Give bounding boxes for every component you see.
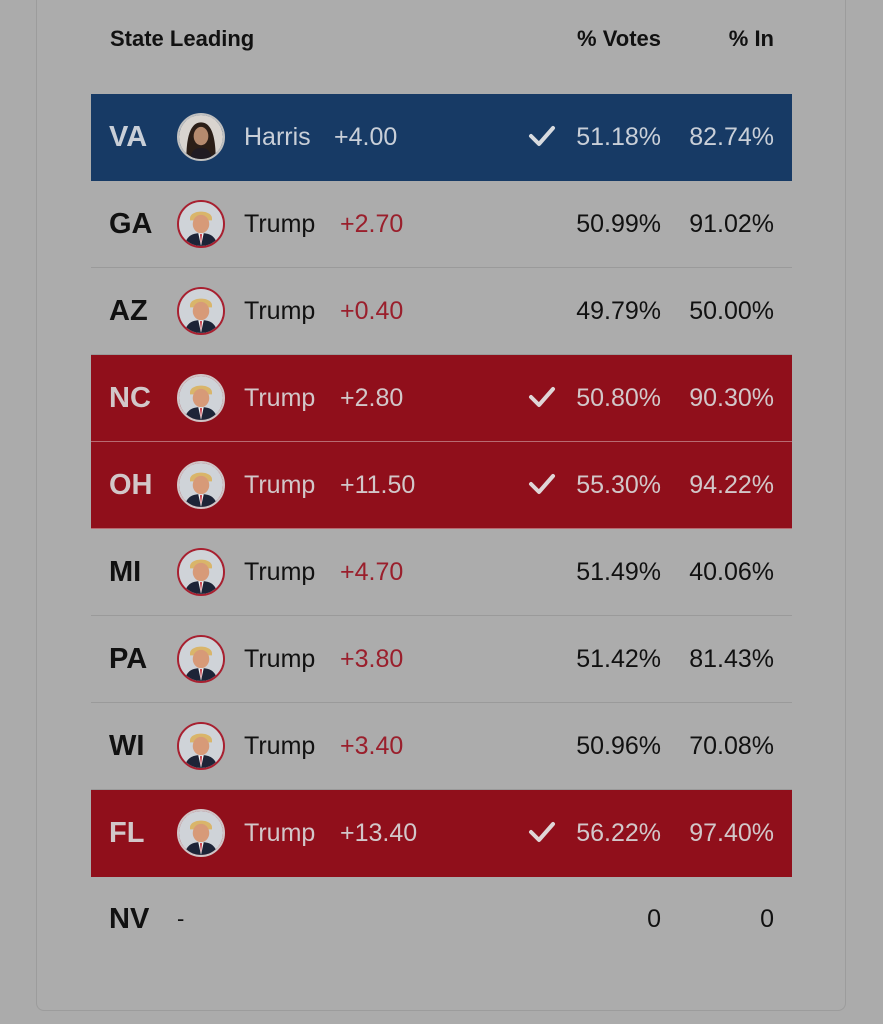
lead-margin: +13.40 <box>340 819 418 847</box>
pct-in: 50.00% <box>689 297 774 325</box>
table-row-pa[interactable]: PA Trump +3.80 51.42% 81.43% <box>91 616 792 703</box>
lead-margin: +3.80 <box>340 645 404 673</box>
pct-votes: 50.96% <box>576 732 661 760</box>
pct-votes: 56.22% <box>576 819 661 847</box>
table-row-mi[interactable]: MI Trump +4.70 51.49% 40.06% <box>91 529 792 616</box>
header-pct-in: % In <box>728 26 774 51</box>
pct-in: 94.22% <box>689 471 774 499</box>
state-code: GA <box>109 208 153 240</box>
pct-in: 97.40% <box>689 819 774 847</box>
pct-votes: 51.49% <box>576 558 661 586</box>
state-code: PA <box>109 643 148 675</box>
harris-avatar-icon <box>177 113 225 161</box>
table-row-oh[interactable]: OH Trump +11.50 55.30% 94.22% <box>91 442 792 529</box>
state-code: MI <box>109 556 142 588</box>
candidate-name: Trump <box>244 645 316 673</box>
state-code: NC <box>109 382 151 414</box>
pct-in: 90.30% <box>689 384 774 412</box>
trump-avatar-icon <box>177 374 225 422</box>
pct-in: 81.43% <box>689 645 774 673</box>
check-icon <box>529 387 555 407</box>
table-row-wi[interactable]: WI Trump +3.40 50.96% 70.08% <box>91 703 792 790</box>
table-row-ga[interactable]: GA Trump +2.70 50.99% 91.02% <box>91 181 792 268</box>
lead-margin: +2.80 <box>340 384 404 412</box>
table-row-fl[interactable]: FL Trump +13.40 56.22% 97.40% <box>91 790 792 877</box>
results-table: VA Harris +4.00 51.18% 82.74% GA <box>91 94 792 961</box>
check-icon <box>529 474 555 494</box>
pct-votes: 55.30% <box>576 471 661 499</box>
table-row-nc[interactable]: NC Trump +2.80 50.80% 90.30% <box>91 355 792 442</box>
lead-margin: +3.40 <box>340 732 404 760</box>
pct-votes: 51.18% <box>576 123 661 151</box>
header-pct-votes: % Votes <box>577 26 661 51</box>
lead-margin: +11.50 <box>340 471 416 499</box>
state-code: AZ <box>109 295 148 327</box>
table-row-va[interactable]: VA Harris +4.00 51.18% 82.74% <box>91 94 792 181</box>
lead-margin: +4.70 <box>340 558 404 586</box>
state-code: NV <box>109 903 150 935</box>
pct-votes: 50.80% <box>576 384 661 412</box>
table-row-nv[interactable]: NV - 0 0 <box>91 877 792 961</box>
candidate-name: Trump <box>244 297 316 325</box>
pct-votes: 51.42% <box>576 645 661 673</box>
state-code: VA <box>109 121 148 153</box>
table-header: State Leading % Votes % In <box>91 24 792 58</box>
pct-in: 91.02% <box>689 210 774 238</box>
candidate-name: Harris <box>244 123 311 151</box>
trump-avatar-icon <box>177 722 225 770</box>
pct-in: 82.74% <box>689 123 774 151</box>
candidate-name: Trump <box>244 384 316 412</box>
lead-margin: +4.00 <box>334 123 398 151</box>
pct-in: 40.06% <box>689 558 774 586</box>
check-icon <box>529 822 555 842</box>
state-code: WI <box>109 730 145 762</box>
trump-avatar-icon <box>177 809 225 857</box>
trump-avatar-icon <box>177 200 225 248</box>
candidate-name: Trump <box>244 210 316 238</box>
trump-avatar-icon <box>177 635 225 683</box>
candidate-name: Trump <box>244 819 316 847</box>
pct-votes: 0 <box>647 905 661 933</box>
pct-votes: 50.99% <box>576 210 661 238</box>
trump-avatar-icon <box>177 287 225 335</box>
header-state-leading: State Leading <box>110 26 255 51</box>
pct-in: 70.08% <box>689 732 774 760</box>
state-code: OH <box>109 469 153 501</box>
state-code: FL <box>109 817 145 849</box>
table-row-az[interactable]: AZ Trump +0.40 49.79% 50.00% <box>91 268 792 355</box>
lead-margin: +0.40 <box>340 297 404 325</box>
trump-avatar-icon <box>177 548 225 596</box>
candidate-name: Trump <box>244 732 316 760</box>
pct-in: 0 <box>760 905 774 933</box>
trump-avatar-icon <box>177 461 225 509</box>
pct-votes: 49.79% <box>576 297 661 325</box>
candidate-name: Trump <box>244 558 316 586</box>
candidate-name: Trump <box>244 471 316 499</box>
lead-margin: +2.70 <box>340 210 404 238</box>
no-leader-dash: - <box>177 906 185 931</box>
check-icon <box>529 126 555 146</box>
